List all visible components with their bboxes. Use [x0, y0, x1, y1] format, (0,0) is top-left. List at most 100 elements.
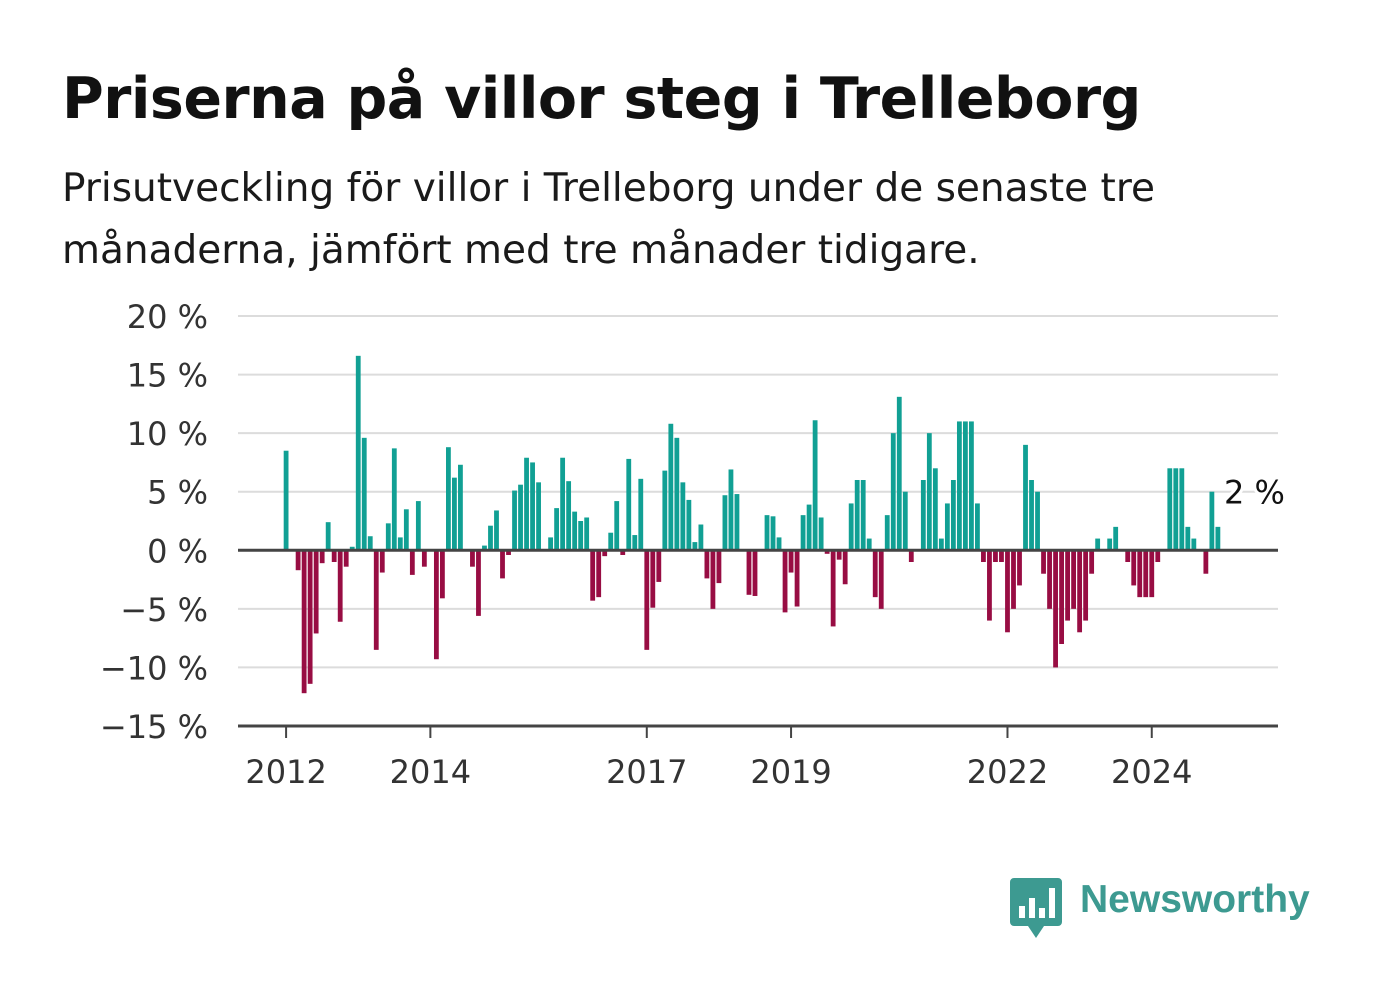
bar	[608, 532, 614, 551]
bar	[283, 450, 289, 551]
bar	[1083, 550, 1089, 621]
bar-chart-speech-bubble-icon	[1010, 878, 1062, 938]
bar	[548, 537, 554, 551]
bar	[482, 545, 487, 551]
bar	[638, 478, 644, 551]
bar	[1095, 538, 1101, 551]
bar	[518, 484, 523, 551]
bar	[397, 537, 403, 551]
bar	[301, 550, 307, 694]
axes	[238, 548, 1278, 728]
bar	[1107, 538, 1113, 551]
bar	[746, 550, 752, 595]
y-tick-label: −15 %	[100, 708, 208, 746]
newsworthy-logo: Newsworthy	[1010, 876, 1330, 940]
bar	[824, 550, 830, 554]
bar	[848, 503, 854, 551]
bar	[944, 503, 950, 551]
bar	[530, 462, 535, 551]
bar	[524, 457, 529, 551]
bar	[1143, 550, 1149, 598]
bar	[512, 490, 517, 551]
bar	[626, 458, 632, 551]
bar	[806, 504, 812, 551]
bar	[590, 550, 596, 601]
bar	[313, 550, 319, 634]
bar	[439, 550, 445, 599]
bar	[1125, 550, 1131, 562]
bar	[836, 550, 842, 560]
grid-lines	[238, 315, 1278, 669]
bar	[1005, 550, 1010, 633]
bar	[728, 469, 734, 551]
bar	[752, 550, 758, 596]
x-axis-tick-labels: 2012 2014 2017 2019 2022 2024	[245, 726, 1192, 791]
bar	[554, 508, 560, 551]
bar	[962, 421, 968, 551]
bar	[788, 550, 794, 573]
bars	[283, 355, 1221, 694]
brand-name: Newsworthy	[1080, 878, 1310, 921]
bar	[908, 550, 914, 562]
bar	[452, 477, 457, 551]
bar	[409, 550, 415, 575]
bar	[632, 535, 638, 551]
bar	[782, 550, 788, 613]
bar	[373, 550, 379, 650]
bar	[993, 550, 998, 562]
bar	[1053, 550, 1058, 668]
bar	[1047, 550, 1052, 609]
bar	[938, 538, 944, 551]
bar	[860, 480, 866, 551]
bar	[1179, 468, 1185, 551]
bar	[884, 515, 890, 551]
bar	[812, 420, 818, 551]
bar	[1023, 444, 1028, 551]
bar	[1041, 550, 1046, 574]
bar	[385, 523, 391, 551]
y-axis-tick-labels: −15 % −10 % −5 % 0 % 5 % 10 % 15 % 20 %	[100, 298, 208, 746]
bar	[902, 491, 908, 551]
bar	[572, 511, 578, 551]
bar	[1191, 538, 1197, 551]
bar	[476, 550, 481, 616]
bar	[415, 501, 421, 551]
bar	[584, 517, 590, 551]
bar	[1077, 550, 1083, 633]
bar	[391, 448, 397, 551]
x-tick-label: 2019	[750, 753, 831, 791]
bar	[999, 550, 1004, 562]
bar	[1203, 550, 1209, 574]
bar	[987, 550, 992, 621]
bar	[704, 550, 710, 579]
bar	[890, 433, 896, 551]
bar	[1089, 550, 1095, 574]
bar	[1059, 550, 1064, 644]
bar	[367, 536, 373, 551]
bar	[1113, 526, 1119, 551]
bar	[722, 495, 728, 551]
y-tick-label: 20 %	[127, 298, 208, 336]
bar	[896, 396, 902, 551]
bar	[1017, 550, 1022, 586]
bar	[421, 550, 427, 567]
bar	[734, 494, 740, 551]
x-tick-label: 2014	[390, 753, 471, 791]
bar	[680, 482, 686, 551]
bar	[403, 509, 409, 551]
annotations: 2 %	[1221, 471, 1288, 515]
x-tick-label: 2022	[967, 753, 1048, 791]
bar	[1071, 550, 1077, 609]
bar	[349, 546, 355, 551]
bar	[602, 550, 608, 557]
bar	[920, 480, 926, 551]
bar	[614, 501, 620, 551]
bar	[566, 481, 572, 551]
chart-title: Priserna på villor steg i Trelleborg	[62, 66, 1141, 132]
bar	[560, 457, 566, 551]
bar	[981, 550, 986, 562]
bar	[854, 480, 860, 551]
bar	[686, 499, 692, 551]
bar	[776, 537, 782, 551]
bar	[956, 421, 962, 551]
